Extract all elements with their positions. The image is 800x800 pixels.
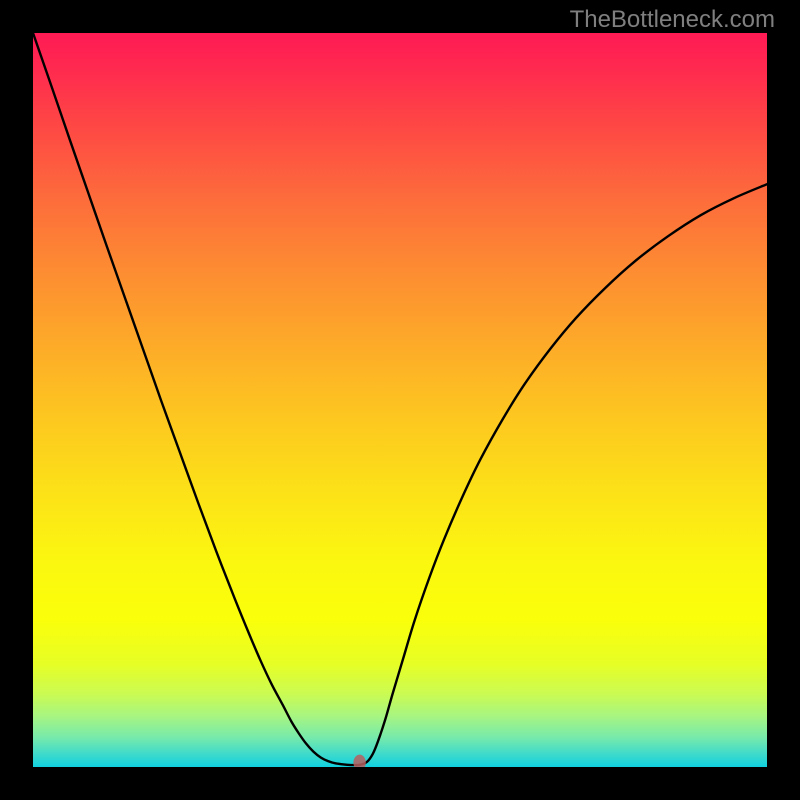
optimum-marker bbox=[353, 755, 365, 767]
chart-stage: TheBottleneck.com bbox=[0, 0, 800, 800]
watermark-label: TheBottleneck.com bbox=[570, 6, 775, 34]
bottleneck-curve bbox=[33, 33, 767, 765]
bottleneck-curve-layer bbox=[33, 33, 767, 767]
plot-area bbox=[33, 33, 767, 767]
